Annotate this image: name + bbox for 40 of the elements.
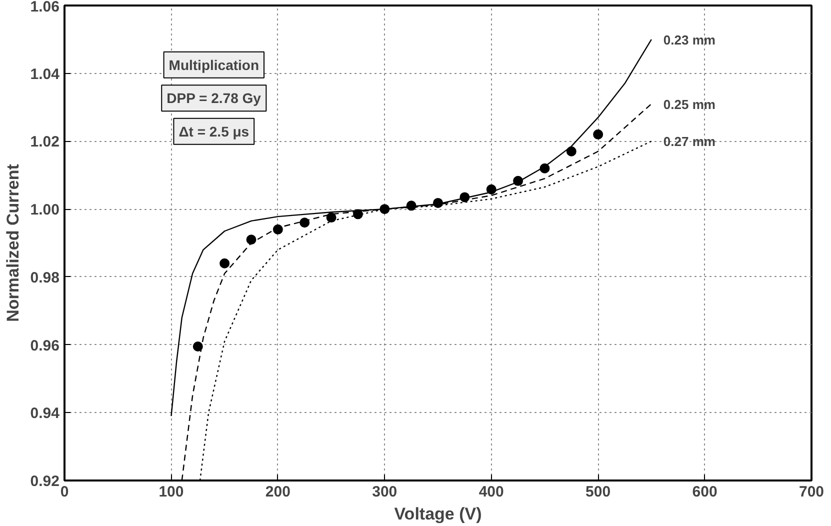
- y-axis-title: Normalized Current: [3, 164, 22, 322]
- x-tick-label: 400: [478, 484, 504, 500]
- point: [486, 184, 496, 194]
- point: [300, 218, 310, 228]
- x-tick-label: 200: [265, 484, 290, 500]
- point: [566, 146, 576, 156]
- y-tick-label: 1.00: [30, 202, 60, 219]
- point: [433, 198, 443, 208]
- point: [460, 192, 470, 202]
- series-label: 0.27 mm: [663, 134, 716, 150]
- annotation: DPP = 2.78 Gy: [166, 90, 262, 106]
- point: [326, 212, 336, 223]
- point: [272, 224, 283, 234]
- y-tick-label: 0.98: [30, 269, 60, 286]
- point: [192, 341, 203, 352]
- point: [246, 234, 256, 245]
- point: [513, 176, 524, 186]
- y-tick-label: 1.02: [30, 134, 60, 151]
- y-tick-label: 1.04: [30, 66, 60, 83]
- x-tick-label: 300: [372, 484, 398, 500]
- point: [380, 204, 390, 214]
- x-tick-label: 0: [60, 484, 69, 500]
- series-label: 0.23 mm: [663, 32, 716, 48]
- point: [593, 129, 604, 140]
- point: [406, 200, 416, 211]
- annotation: Multiplication: [168, 56, 260, 73]
- y-tick-label: 0.94: [30, 405, 60, 422]
- y-tick-label: 1.06: [30, 0, 60, 16]
- y-tick-label: 0.96: [30, 337, 60, 354]
- annotation: Δt = 2.5 μs: [178, 123, 250, 140]
- point: [540, 163, 550, 174]
- x-axis-title: Voltage (V): [394, 504, 482, 524]
- x-tick-label: 700: [798, 484, 824, 500]
- series-label: 0.25 mm: [663, 96, 716, 112]
- y-tick-label: 0.92: [30, 473, 60, 490]
- point: [220, 258, 230, 268]
- x-tick-label: 500: [586, 484, 611, 500]
- x-tick-label: 600: [692, 484, 718, 500]
- x-tick-label: 100: [158, 484, 184, 500]
- point: [352, 209, 363, 220]
